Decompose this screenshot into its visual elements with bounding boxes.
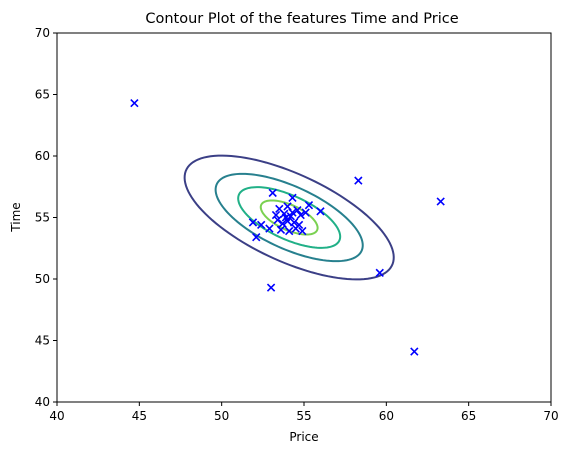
y-tick-label: 55 [35,211,50,225]
data-point [271,210,281,220]
contour-level-2 [214,172,364,263]
x-axis-label: Price [289,430,318,444]
y-tick-label: 40 [35,395,50,409]
data-point [296,210,305,220]
y-tick-label: 50 [35,272,50,286]
data-point [288,193,297,202]
data-point [293,205,302,215]
data-points [130,98,445,356]
data-point [304,201,314,210]
x-tick-label: 70 [543,409,558,423]
data-point [375,268,384,278]
data-point [288,208,297,217]
x-tick-label: 50 [214,409,229,423]
data-point [265,224,274,233]
data-point [266,283,276,292]
data-point [268,188,277,198]
y-tick-label: 70 [35,26,50,40]
y-axis-ticks: 40 45 50 55 60 65 70 [35,26,57,409]
data-point [410,347,419,356]
data-point [130,98,139,108]
data-point [354,176,363,185]
data-point [301,208,310,217]
contour-level-3 [237,186,342,249]
x-axis-ticks: 40 45 50 55 60 65 70 [49,402,559,423]
y-tick-label: 65 [35,88,50,102]
y-axis-label: Time [9,202,23,232]
data-point [285,226,294,236]
y-tick-label: 60 [35,149,50,163]
data-point [436,197,445,206]
data-point [289,218,299,227]
chart-title: Contour Plot of the features Time and Pr… [145,11,458,27]
y-tick-label: 45 [35,334,50,348]
data-point [257,220,266,230]
data-point [281,213,291,222]
data-point [291,224,300,233]
data-point [273,215,282,225]
x-tick-label: 60 [379,409,394,423]
data-point [298,226,307,236]
contour-level-4 [259,199,319,236]
data-point [283,202,292,211]
x-tick-label: 45 [132,409,147,423]
data-point [248,218,258,227]
data-point [316,207,325,216]
data-point [252,233,261,242]
data-point [278,219,287,228]
x-tick-label: 65 [461,409,476,423]
contour-level-1 [183,154,395,281]
x-tick-label: 40 [49,409,64,423]
contour-lines [183,154,395,281]
x-tick-label: 55 [296,409,311,423]
data-point [276,225,286,234]
